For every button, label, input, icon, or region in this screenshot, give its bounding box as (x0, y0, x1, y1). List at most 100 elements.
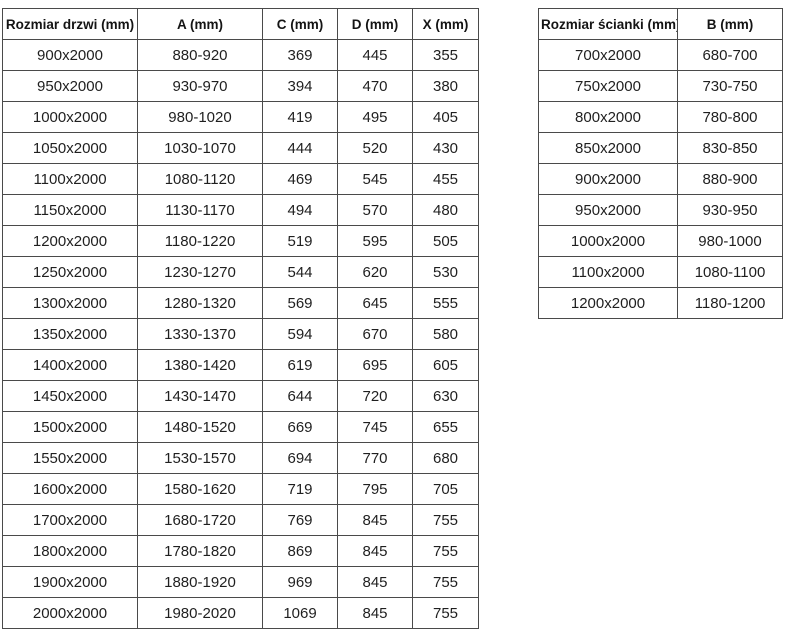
table-cell: 950x2000 (538, 194, 678, 226)
table-cell: 494 (262, 194, 338, 226)
table-cell: 1680-1720 (137, 504, 263, 536)
table-cell: 1600x2000 (2, 473, 138, 505)
table-cell: 594 (262, 318, 338, 350)
column-header: A (mm) (137, 8, 263, 40)
table-cell: 700x2000 (538, 39, 678, 71)
table-cell: 530 (412, 256, 479, 288)
table-cell: 1150x2000 (2, 194, 138, 226)
table-cell: 1080-1120 (137, 163, 263, 195)
door-size-table: Rozmiar drzwi (mm) A (mm) C (mm) D (mm) X (m… (2, 8, 479, 629)
table-cell: 795 (337, 473, 413, 505)
table-row: 1350x2000 1330-1370 594 670 580 (2, 318, 479, 350)
table-cell: 1130-1170 (137, 194, 263, 226)
table-cell: 1980-2020 (137, 597, 263, 629)
table-cell: 1330-1370 (137, 318, 263, 350)
table-cell: 845 (337, 535, 413, 567)
table-row: 1500x2000 1480-1520 669 745 655 (2, 411, 479, 443)
table-cell: 645 (337, 287, 413, 319)
table-cell: 470 (337, 70, 413, 102)
table-row: 1000x2000 980-1000 (538, 225, 783, 257)
table-row: 1300x2000 1280-1320 569 645 555 (2, 287, 479, 319)
column-header: Rozmiar drzwi (mm) (2, 8, 138, 40)
table-cell: 730-750 (677, 70, 783, 102)
table-row: 750x2000 730-750 (538, 70, 783, 102)
table-cell: 644 (262, 380, 338, 412)
table-cell: 845 (337, 597, 413, 629)
table-cell: 669 (262, 411, 338, 443)
table-row: 800x2000 780-800 (538, 101, 783, 133)
table-cell: 444 (262, 132, 338, 164)
table-cell: 755 (412, 504, 479, 536)
table-cell: 755 (412, 535, 479, 567)
table-cell: 1430-1470 (137, 380, 263, 412)
table-cell: 1000x2000 (2, 101, 138, 133)
table-row: 950x2000 930-950 (538, 194, 783, 226)
table-cell: 720 (337, 380, 413, 412)
table-row: 1600x2000 1580-1620 719 795 705 (2, 473, 479, 505)
table-cell: 694 (262, 442, 338, 474)
table-cell: 619 (262, 349, 338, 381)
table-row: 1200x2000 1180-1200 (538, 287, 783, 319)
table-row: 1450x2000 1430-1470 644 720 630 (2, 380, 479, 412)
table-cell: 850x2000 (538, 132, 678, 164)
header-row: Rozmiar ścianki (mm) B (mm) (538, 8, 783, 40)
table-cell: 580 (412, 318, 479, 350)
table-cell: 369 (262, 39, 338, 71)
table-row: 1100x2000 1080-1100 (538, 256, 783, 288)
table-cell: 845 (337, 504, 413, 536)
table-cell: 1200x2000 (2, 225, 138, 257)
table-cell: 880-900 (677, 163, 783, 195)
table-cell: 950x2000 (2, 70, 138, 102)
table-cell: 545 (337, 163, 413, 195)
table-cell: 1380-1420 (137, 349, 263, 381)
table-cell: 1080-1100 (677, 256, 783, 288)
table-cell: 680 (412, 442, 479, 474)
column-header: X (mm) (412, 8, 479, 40)
table-row: 900x2000 880-900 (538, 163, 783, 195)
table-cell: 800x2000 (538, 101, 678, 133)
table-cell: 845 (337, 566, 413, 598)
table-cell: 380 (412, 70, 479, 102)
table-cell: 1500x2000 (2, 411, 138, 443)
table-cell: 1250x2000 (2, 256, 138, 288)
wall-size-table: Rozmiar ścianki (mm) B (mm) 700x2000 680-70… (538, 8, 783, 319)
column-header: C (mm) (262, 8, 338, 40)
table-row: 900x2000 880-920 369 445 355 (2, 39, 479, 71)
table-cell: 455 (412, 163, 479, 195)
table-row: 1700x2000 1680-1720 769 845 755 (2, 504, 479, 536)
table-cell: 770 (337, 442, 413, 474)
table-cell: 555 (412, 287, 479, 319)
column-header: B (mm) (677, 8, 783, 40)
table-cell: 655 (412, 411, 479, 443)
table-cell: 355 (412, 39, 479, 71)
table-cell: 980-1020 (137, 101, 263, 133)
table-row: 1200x2000 1180-1220 519 595 505 (2, 225, 479, 257)
table-cell: 1000x2000 (538, 225, 678, 257)
table-cell: 980-1000 (677, 225, 783, 257)
table-cell: 719 (262, 473, 338, 505)
column-header: D (mm) (337, 8, 413, 40)
table-cell: 1780-1820 (137, 535, 263, 567)
table-cell: 430 (412, 132, 479, 164)
table-row: 950x2000 930-970 394 470 380 (2, 70, 479, 102)
table-cell: 520 (337, 132, 413, 164)
table-row: 1800x2000 1780-1820 869 845 755 (2, 535, 479, 567)
table-cell: 755 (412, 566, 479, 598)
table-row: 1400x2000 1380-1420 619 695 605 (2, 349, 479, 381)
table-cell: 544 (262, 256, 338, 288)
table-cell: 445 (337, 39, 413, 71)
table-cell: 1300x2000 (2, 287, 138, 319)
table-cell: 1580-1620 (137, 473, 263, 505)
table-cell: 1400x2000 (2, 349, 138, 381)
table-cell: 1880-1920 (137, 566, 263, 598)
table-cell: 605 (412, 349, 479, 381)
table-cell: 969 (262, 566, 338, 598)
table-cell: 695 (337, 349, 413, 381)
table-cell: 495 (337, 101, 413, 133)
table-cell: 869 (262, 535, 338, 567)
table-cell: 405 (412, 101, 479, 133)
table-cell: 1280-1320 (137, 287, 263, 319)
table-cell: 595 (337, 225, 413, 257)
header-row: Rozmiar drzwi (mm) A (mm) C (mm) D (mm) X (m… (2, 8, 479, 40)
